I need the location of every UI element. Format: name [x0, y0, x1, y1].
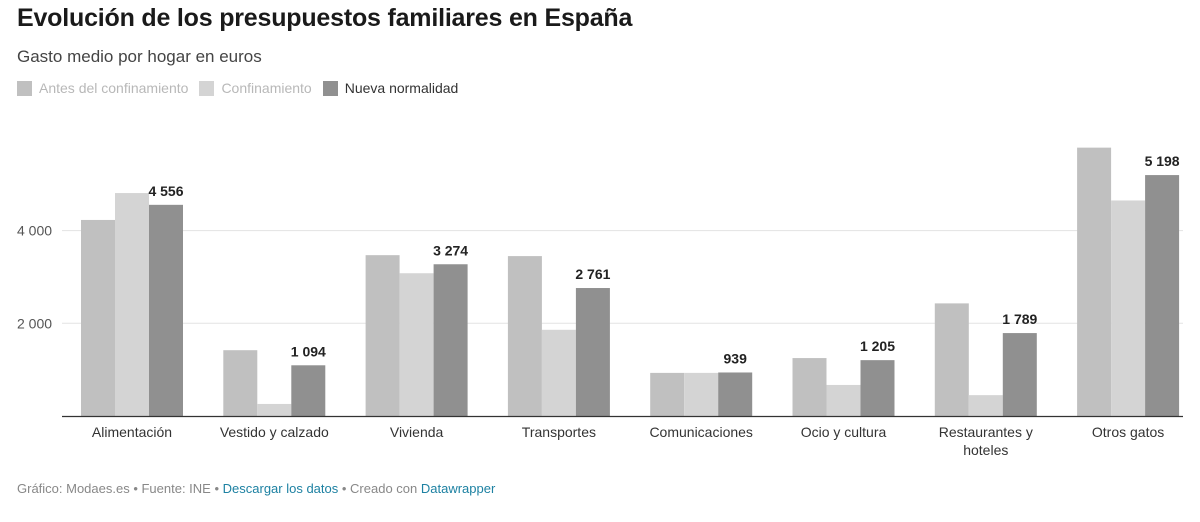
- legend-item-confinamiento[interactable]: Confinamiento: [199, 80, 312, 96]
- y-tick-label-4000: 4 000: [17, 223, 52, 239]
- data-label-7: 5 198: [1145, 153, 1180, 169]
- legend-swatch-antes: [17, 80, 32, 96]
- bar-4-series-0: [650, 372, 685, 416]
- data-label-0: 4 556: [148, 183, 183, 199]
- data-label-3: 2 761: [575, 266, 610, 282]
- bar-5-series-0: [792, 358, 827, 416]
- x-tick-label-2: Vivienda: [390, 424, 444, 440]
- chart-title: Evolución de los presupuestos familiares…: [17, 4, 633, 32]
- bar-7-series-0: [1077, 147, 1112, 417]
- footer-prefix: Gráfico: Modaes.es • Fuente: INE •: [17, 481, 223, 496]
- legend-swatch-confinamiento: [199, 80, 215, 96]
- x-tick-label-7: Otros gatos: [1092, 424, 1164, 440]
- bar-1-series-0: [223, 350, 258, 416]
- bar-6-series-1: [968, 395, 1003, 416]
- legend-swatch-nueva-normalidad: [322, 80, 338, 96]
- data-label-2: 3 274: [433, 242, 468, 258]
- bar-2-series-1: [399, 273, 434, 416]
- legend-label-antes: Antes del confinamiento: [39, 80, 189, 96]
- bar-3-series-1: [541, 329, 576, 416]
- bar-5-series-1: [826, 384, 861, 416]
- x-tick-label-6: Restaurantes y hoteles: [939, 424, 1033, 458]
- bar-3-series-2: [575, 288, 610, 416]
- bar-2-series-0: [365, 255, 400, 416]
- legend-item-nueva-normalidad[interactable]: Nueva normalidad: [322, 80, 459, 96]
- chart-subtitle: Gasto medio por hogar en euros: [17, 47, 262, 66]
- data-label-4: 939: [724, 350, 748, 366]
- footer-middle: • Creado con: [338, 481, 421, 496]
- x-tick-label-3: Transportes: [522, 424, 596, 440]
- bar-4-series-2: [718, 372, 753, 416]
- download-data-link[interactable]: Descargar los datos: [222, 481, 339, 496]
- bar-1-series-2: [291, 365, 326, 416]
- legend: Antes del confinamiento Confinamiento Nu…: [17, 80, 469, 96]
- bar-4-series-1: [684, 372, 719, 416]
- legend-label-nueva-normalidad: Nueva normalidad: [344, 80, 459, 96]
- bar-0-series-1: [115, 193, 149, 416]
- bar-6-series-0: [934, 303, 969, 416]
- bar-3-series-0: [507, 256, 542, 416]
- x-tick-label-4: Comunicaciones: [649, 424, 753, 440]
- footer-credits: Gráfico: Modaes.es • Fuente: INE • Desca…: [17, 481, 495, 496]
- x-tick-label-1: Vestido y calzado: [220, 424, 329, 440]
- bar-1-series-1: [257, 403, 292, 416]
- x-tick-label-0: Alimentación: [92, 424, 172, 440]
- bar-7-series-2: [1145, 175, 1180, 416]
- data-label-5: 1 205: [860, 338, 895, 354]
- legend-label-confinamiento: Confinamiento: [221, 80, 312, 96]
- legend-item-antes[interactable]: Antes del confinamiento: [17, 80, 188, 96]
- bar-6-series-2: [1002, 333, 1037, 416]
- y-tick-label-2000: 2 000: [17, 315, 52, 331]
- datawrapper-link[interactable]: Datawrapper: [420, 481, 496, 496]
- bar-2-series-2: [433, 264, 468, 416]
- bar-0-series-0: [81, 219, 115, 416]
- data-label-6: 1 789: [1002, 311, 1037, 327]
- x-tick-label-5: Ocio y cultura: [801, 424, 887, 440]
- bar-0-series-2: [149, 204, 183, 416]
- bar-5-series-2: [860, 360, 895, 416]
- data-label-1: 1 094: [291, 343, 326, 359]
- bar-7-series-1: [1111, 200, 1146, 416]
